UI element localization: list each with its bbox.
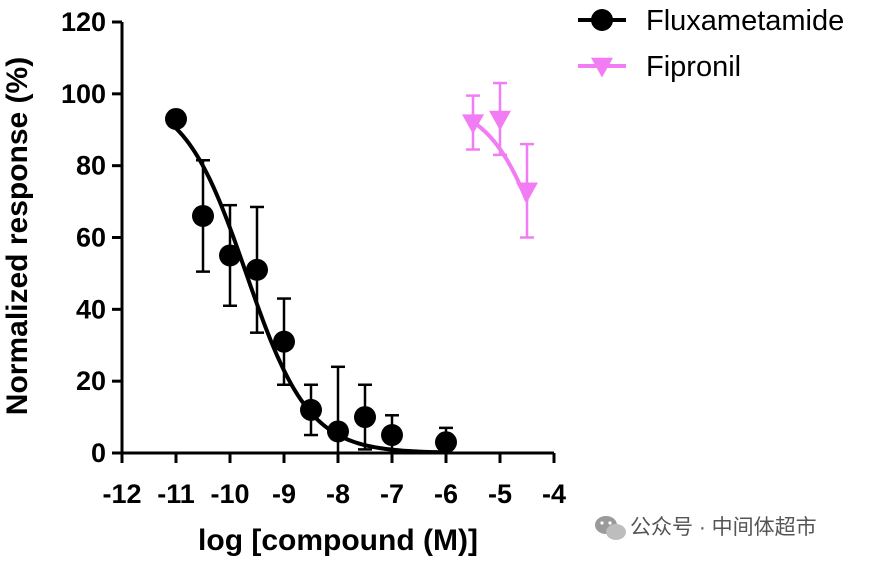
watermark: 公众号 · 中间体超市 bbox=[595, 516, 817, 540]
legend-label: Fluxametamide bbox=[646, 5, 844, 37]
x-tick-label: -10 bbox=[210, 479, 249, 509]
data-point bbox=[192, 204, 214, 227]
x-tick-label: -12 bbox=[102, 479, 141, 509]
data-point bbox=[591, 57, 613, 78]
series-fipronil bbox=[462, 81, 538, 239]
y-tick-label: 100 bbox=[61, 79, 106, 109]
x-tick-label: -11 bbox=[157, 479, 195, 509]
x-tick-label: -5 bbox=[488, 479, 512, 509]
wechat-icon bbox=[595, 516, 626, 540]
data-point bbox=[327, 420, 349, 443]
y-tick-label: 0 bbox=[91, 438, 106, 468]
y-axis-title: Normalized response (%) bbox=[1, 57, 34, 415]
series-fluxametamide bbox=[165, 107, 457, 455]
data-point bbox=[489, 110, 511, 131]
y-tick-label: 60 bbox=[76, 223, 106, 253]
y-tick-label: 80 bbox=[76, 151, 106, 181]
data-point bbox=[246, 258, 268, 281]
legend-item: Fluxametamide bbox=[578, 5, 844, 37]
x-tick-label: -9 bbox=[272, 479, 296, 509]
legend-item: Fipronil bbox=[578, 51, 741, 83]
y-tick-label: 40 bbox=[76, 294, 106, 324]
data-point bbox=[273, 330, 295, 353]
x-axis-title: log [compound (M)] bbox=[198, 524, 478, 557]
x-axis-ticks: -12 -11 -10 -9 -8 -7 -6 -5 -4 bbox=[102, 453, 566, 509]
plot-area bbox=[165, 81, 538, 455]
data-point bbox=[462, 114, 484, 135]
data-point bbox=[381, 424, 403, 447]
data-point bbox=[516, 182, 538, 203]
y-tick-label: 120 bbox=[61, 7, 106, 37]
y-tick-label: 20 bbox=[76, 366, 106, 396]
data-point bbox=[165, 107, 187, 130]
data-point bbox=[354, 406, 376, 429]
y-axis-ticks: 0 20 40 60 80 100 120 bbox=[61, 7, 122, 468]
x-tick-label: -6 bbox=[434, 479, 458, 509]
data-point bbox=[300, 398, 322, 421]
x-tick-label: -8 bbox=[326, 479, 350, 509]
legend: Fluxametamide Fipronil bbox=[578, 5, 844, 83]
data-point bbox=[435, 431, 457, 454]
watermark-text: 公众号 · 中间体超市 bbox=[630, 516, 817, 539]
data-point bbox=[219, 244, 241, 267]
data-point bbox=[591, 9, 613, 31]
legend-label: Fipronil bbox=[646, 51, 741, 83]
x-tick-label: -4 bbox=[542, 479, 566, 509]
x-tick-label: -7 bbox=[380, 479, 404, 509]
